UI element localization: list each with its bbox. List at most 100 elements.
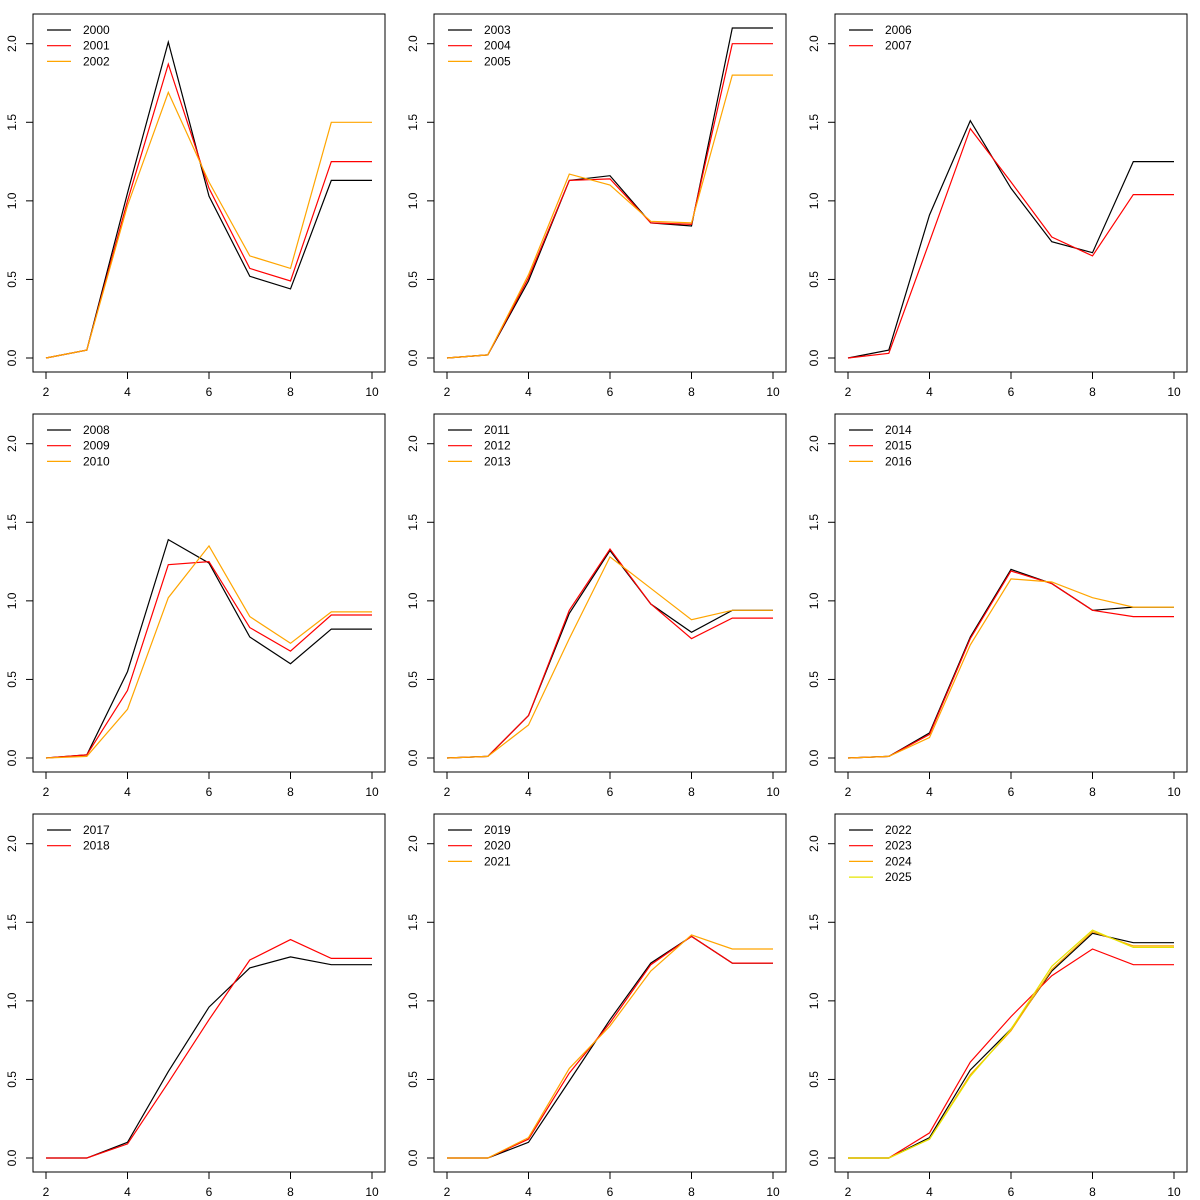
- legend-label: 2007: [885, 39, 912, 53]
- plot-frame: [834, 13, 1188, 373]
- x-tick-label: 8: [1089, 385, 1096, 399]
- y-tick-label: 1.0: [807, 192, 821, 209]
- y-tick-label: 0.5: [807, 1071, 821, 1088]
- x-tick-label: 4: [525, 1185, 532, 1199]
- x-tick-label: 6: [1008, 385, 1015, 399]
- y-tick-label: 0.5: [5, 671, 19, 688]
- y-tick-label: 1.5: [807, 914, 821, 931]
- y-tick-label: 1.0: [5, 992, 19, 1009]
- y-tick-label: 2.0: [807, 835, 821, 852]
- series-line-2013: [446, 555, 773, 759]
- y-tick-label: 2.0: [5, 35, 19, 52]
- plot-frame: [32, 813, 386, 1173]
- x-tick-label: 10: [766, 785, 780, 799]
- x-tick-label: 8: [287, 1185, 294, 1199]
- legend-label: 2024: [885, 854, 912, 868]
- legend-label: 2020: [484, 839, 511, 853]
- y-tick-label: 0.0: [5, 349, 19, 366]
- legend-label: 2006: [885, 23, 912, 37]
- y-tick-label: 2.0: [406, 835, 420, 852]
- y-tick-label: 1.0: [807, 992, 821, 1009]
- series-line-2018: [46, 938, 372, 1159]
- legend-label: 2005: [484, 54, 511, 68]
- x-tick-label: 10: [365, 1185, 379, 1199]
- series-line-2007: [847, 127, 1174, 359]
- series-line-2001: [45, 62, 372, 359]
- x-tick-label: 8: [1089, 1185, 1096, 1199]
- y-tick-label: 2.0: [807, 435, 821, 452]
- y-tick-label: 0.5: [5, 271, 19, 288]
- x-tick-label: 6: [1008, 1185, 1015, 1199]
- panel-3: 2 4 6 8 10 0.0 0.5 1.0 1.5 2.0 2006 2007: [807, 13, 1188, 399]
- x-tick-label: 2: [444, 1185, 451, 1199]
- x-tick-label: 2: [43, 1185, 50, 1199]
- y-tick-label: 0.5: [406, 671, 420, 688]
- series-line-2006: [847, 119, 1174, 359]
- y-tick-label: 1.0: [807, 592, 821, 609]
- series-line-2021: [447, 934, 773, 1159]
- y-tick-label: 1.5: [406, 514, 420, 531]
- y-tick-label: 0.5: [807, 671, 821, 688]
- legend-label: 2002: [83, 54, 110, 68]
- x-tick-label: 4: [525, 785, 532, 799]
- x-tick-label: 6: [1008, 785, 1015, 799]
- series-line-2019: [447, 935, 773, 1159]
- legend-label: 2001: [83, 39, 110, 53]
- legend-label: 2010: [83, 454, 110, 468]
- x-tick-label: 2: [444, 385, 451, 399]
- legend-label: 2000: [83, 23, 110, 37]
- y-tick-label: 0.0: [807, 1149, 821, 1166]
- x-tick-label: 2: [845, 785, 852, 799]
- series-line-2020: [447, 935, 773, 1159]
- series-line-2002: [45, 90, 372, 359]
- x-tick-label: 8: [688, 785, 695, 799]
- x-tick-label: 4: [525, 385, 532, 399]
- series-line-2022: [848, 932, 1174, 1159]
- y-tick-label: 0.0: [406, 349, 420, 366]
- y-tick-label: 0.5: [807, 271, 821, 288]
- series-line-2010: [45, 544, 372, 759]
- x-tick-label: 6: [607, 785, 614, 799]
- legend-label: 2018: [83, 839, 110, 853]
- y-tick-label: 1.5: [406, 114, 420, 131]
- y-tick-label: 0.0: [807, 349, 821, 366]
- series-line-2008: [45, 538, 372, 759]
- x-tick-label: 8: [688, 1185, 695, 1199]
- y-tick-label: 1.5: [807, 514, 821, 531]
- y-tick-label: 1.0: [406, 592, 420, 609]
- x-tick-label: 10: [766, 385, 780, 399]
- x-tick-label: 6: [206, 385, 213, 399]
- legend-label: 2013: [484, 454, 511, 468]
- x-tick-label: 4: [926, 385, 933, 399]
- x-tick-label: 2: [845, 1185, 852, 1199]
- y-tick-label: 2.0: [5, 835, 19, 852]
- y-tick-label: 1.0: [406, 992, 420, 1009]
- y-tick-label: 1.5: [406, 914, 420, 931]
- series-line-2004: [446, 43, 773, 359]
- x-tick-label: 2: [43, 785, 50, 799]
- y-tick-label: 0.5: [406, 1071, 420, 1088]
- x-tick-label: 4: [124, 1185, 131, 1199]
- x-tick-label: 10: [365, 385, 379, 399]
- y-tick-label: 0.5: [406, 271, 420, 288]
- legend-label: 2012: [484, 439, 511, 453]
- series-line-2005: [446, 74, 773, 359]
- x-tick-label: 8: [1089, 785, 1096, 799]
- y-tick-label: 1.5: [807, 114, 821, 131]
- x-tick-label: 8: [287, 785, 294, 799]
- series-line-2014: [847, 568, 1174, 759]
- y-tick-label: 1.5: [5, 514, 19, 531]
- legend-label: 2004: [484, 39, 511, 53]
- x-tick-label: 6: [607, 1185, 614, 1199]
- legend: 2017 2018: [47, 823, 110, 853]
- y-tick-label: 1.0: [5, 192, 19, 209]
